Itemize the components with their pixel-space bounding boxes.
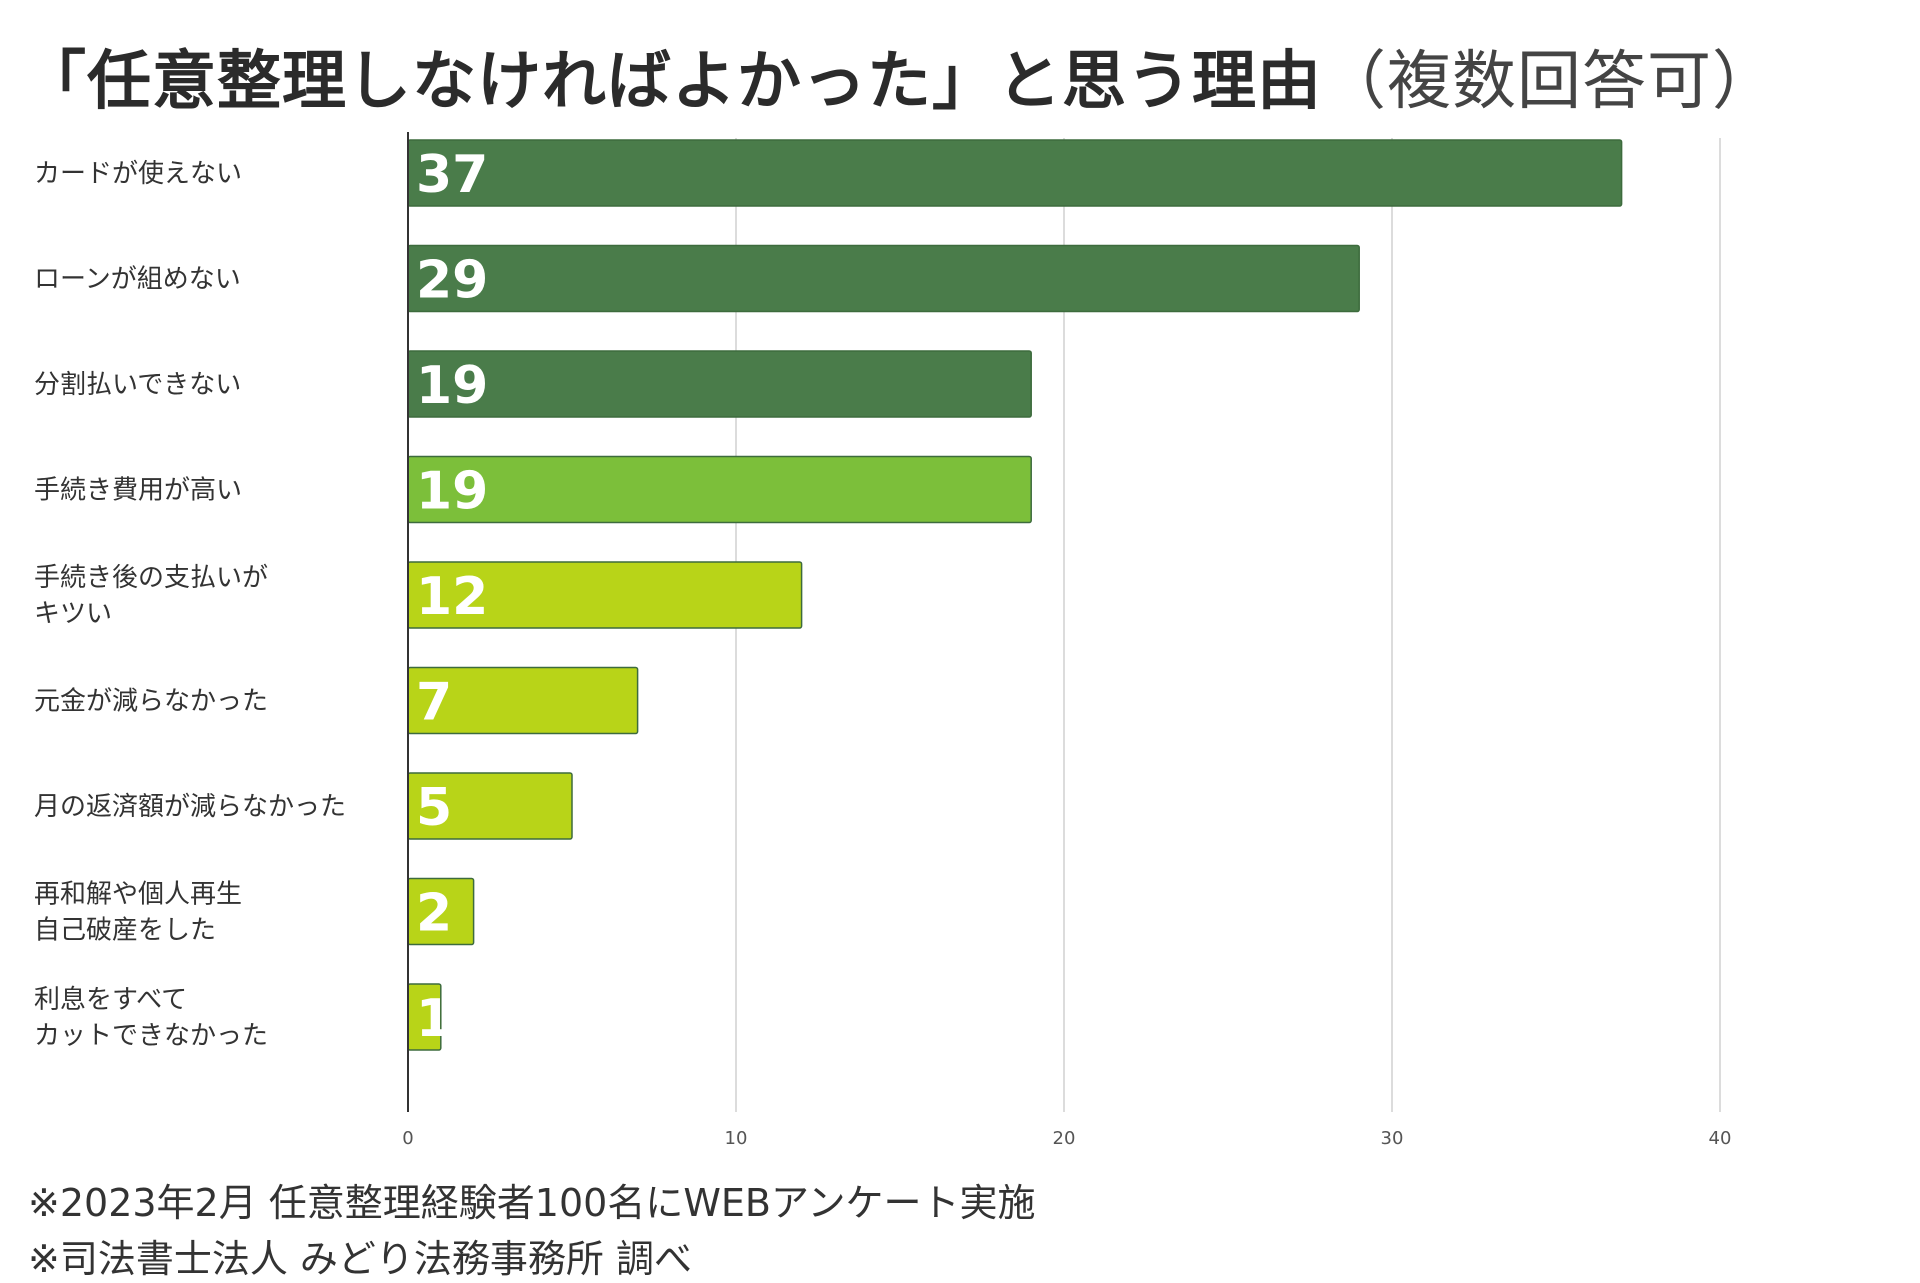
category-label-5: 元金が減らなかった — [34, 687, 268, 717]
category-label-0: カードが使えない — [34, 159, 242, 189]
x-tick-label-10: 10 — [725, 1128, 748, 1149]
category-label-6: 月の返済額が減らなかった — [34, 792, 346, 822]
category-label-3: 手続き費用が高い — [34, 476, 242, 506]
bar-value-label-1: 29 — [416, 251, 488, 311]
x-tick-label-30: 30 — [1381, 1128, 1404, 1149]
x-tick-label-40: 40 — [1709, 1128, 1732, 1149]
category-label-4-line-0: 手続き後の支払いが — [34, 563, 268, 593]
x-tick-label-0: 0 — [402, 1128, 413, 1149]
value-labels: 37 29 19 19 12 7 5 2 1 — [416, 145, 488, 1049]
bar-value-label-4: 12 — [416, 567, 488, 627]
bar-value-label-8: 1 — [416, 989, 452, 1049]
category-label-8-line-1: カットできなかった — [34, 1021, 268, 1051]
bar-3 — [407, 455, 1032, 524]
x-tick-label-20: 20 — [1053, 1128, 1076, 1149]
category-label-1: ローンが組めない — [34, 265, 241, 295]
chart-title: 「任意整理しなければよかった」と思う理由（複数回答可） — [22, 30, 1777, 122]
bar-value-label-5: 7 — [416, 673, 452, 733]
category-label-4-line-1: キツい — [34, 599, 112, 629]
bar-value-label-3: 19 — [416, 462, 488, 522]
bar-chart: カードが使えないローンが組めない分割払いできない手続き費用が高い手続き後の支払い… — [34, 132, 1731, 1149]
chart-title-sub: （複数回答可） — [1322, 45, 1777, 119]
bar-value-label-2: 19 — [416, 356, 488, 416]
category-label-2: 分割払いできない — [34, 370, 241, 400]
chart-title-main: 「任意整理しなければよかった」と思う理由 — [22, 45, 1322, 119]
category-label-7-line-0: 再和解や個人再生 — [34, 880, 242, 910]
bar-0 — [407, 139, 1623, 207]
survey-note: ※2023年2月 任意整理経験者100名にWEBアンケート実施 — [28, 1181, 1036, 1225]
x-tick-labels: 0 10 20 30 40 — [402, 1128, 1731, 1149]
source-note: ※司法書士法人 みどり法務事務所 調べ — [28, 1237, 692, 1281]
category-labels: カードが使えないローンが組めない分割払いできない手続き費用が高い手続き後の支払い… — [34, 159, 346, 1051]
category-label-7-line-1: 自己破産をした — [34, 916, 216, 946]
bar-value-label-7: 2 — [416, 884, 452, 944]
category-label-8-line-0: 利息をすべて — [34, 985, 187, 1015]
bar-value-label-0: 37 — [416, 145, 488, 205]
bars — [407, 139, 1623, 1051]
bar-1 — [407, 244, 1360, 313]
bar-value-label-6: 5 — [416, 778, 452, 838]
bar-2 — [407, 350, 1032, 418]
